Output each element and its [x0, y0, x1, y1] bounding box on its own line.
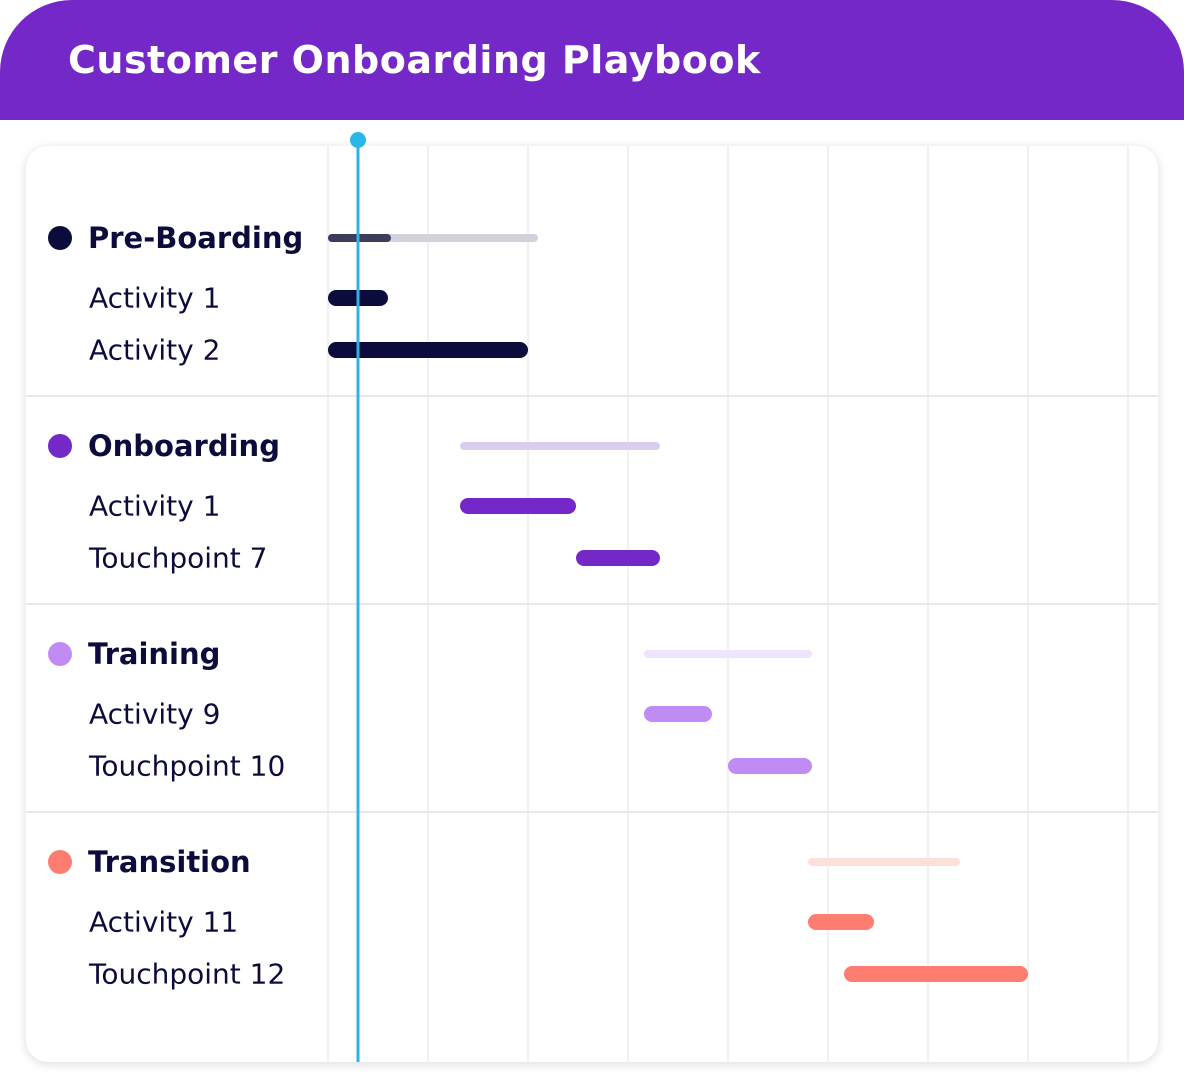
- task-label: Activity 9: [89, 698, 220, 731]
- task-label: Activity 2: [89, 334, 220, 367]
- group-dot: [48, 434, 72, 458]
- group-dot: [48, 642, 72, 666]
- header-bar: Customer Onboarding Playbook: [0, 0, 1184, 120]
- group-label: Pre-Boarding: [88, 221, 303, 255]
- task-label: Touchpoint 10: [88, 750, 285, 783]
- page-title: Customer Onboarding Playbook: [68, 38, 761, 82]
- task-bar: [460, 498, 576, 514]
- group-label: Onboarding: [88, 429, 280, 463]
- task-label: Touchpoint 7: [88, 542, 268, 575]
- task-label: Activity 1: [89, 490, 220, 523]
- group-label: Transition: [88, 845, 251, 879]
- task-bar: [644, 706, 712, 722]
- group-summary-bar: [644, 650, 812, 658]
- group-label: Training: [88, 637, 220, 671]
- task-label: Activity 11: [89, 906, 238, 939]
- today-marker-dot: [350, 132, 366, 148]
- task-label: Activity 1: [89, 282, 220, 315]
- group-summary-bar: [808, 858, 960, 866]
- group-summary-bar: [460, 442, 660, 450]
- task-bar: [576, 550, 660, 566]
- task-label: Touchpoint 12: [88, 958, 285, 991]
- group-dot: [48, 226, 72, 250]
- task-bar: [328, 342, 528, 358]
- group-dot: [48, 850, 72, 874]
- task-bar: [844, 966, 1028, 982]
- task-bar: [728, 758, 812, 774]
- task-bar: [808, 914, 874, 930]
